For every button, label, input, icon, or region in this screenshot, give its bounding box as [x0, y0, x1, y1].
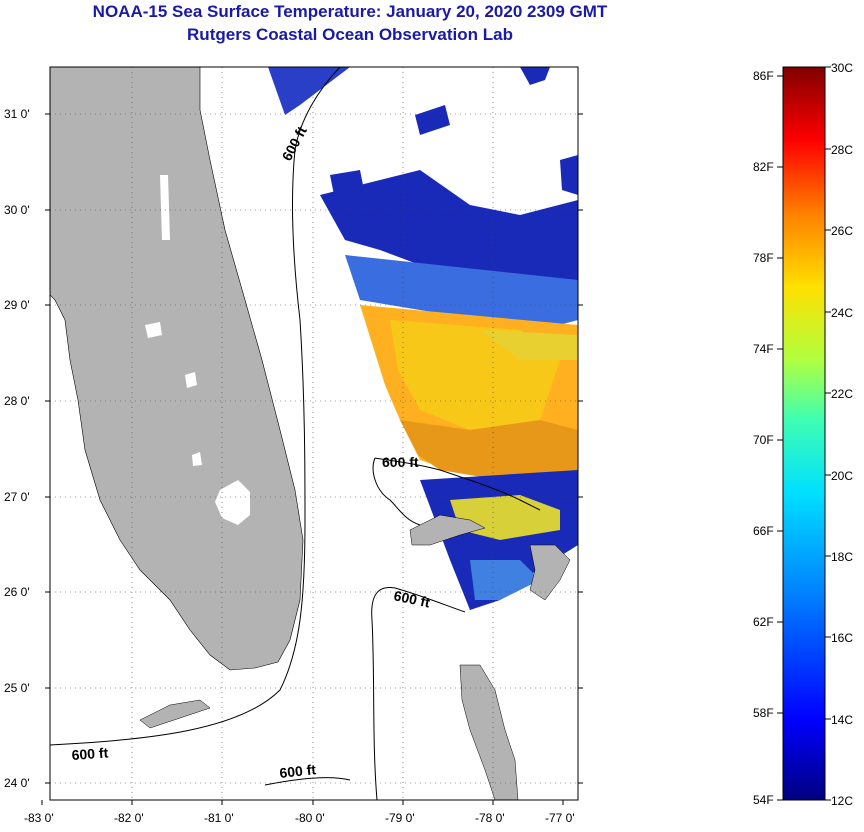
lat-tick-label: 28 0' [4, 394, 30, 408]
colorbar-f-label: 54F [753, 793, 774, 807]
lon-tick-label: -81 0' [204, 811, 234, 825]
abaco-island [529, 544, 571, 601]
map-title: NOAA-15 Sea Surface Temperature: January… [92, 2, 608, 21]
colorbar-c-label: 18C [831, 550, 853, 564]
lat-tick-label: 25 0' [4, 681, 30, 695]
colorbar-c-label: 16C [831, 631, 853, 645]
lon-tick-label: -79 0' [385, 811, 415, 825]
colorbar-c-label: 28C [831, 143, 853, 157]
lat-tick-label: 29 0' [4, 298, 30, 312]
temperature-colorbar [782, 66, 826, 801]
lat-tick-label: 26 0' [4, 585, 30, 599]
lake-okeechobee [215, 480, 250, 525]
lake [192, 452, 202, 466]
lat-tick-label: 27 0' [4, 490, 30, 504]
colorbar-f-label: 58F [753, 706, 774, 720]
lake [145, 322, 162, 338]
lat-tick-label: 30 0' [4, 203, 30, 217]
colorbar-c-label: 24C [831, 306, 853, 320]
map-subtitle: Rutgers Coastal Ocean Observation Lab [187, 25, 513, 44]
isobath-label: 600 ft [279, 761, 317, 781]
colorbar-f-label: 66F [753, 524, 774, 538]
grand-bahama-island [409, 514, 486, 546]
lon-tick-label: -77 0' [545, 811, 575, 825]
isobath-label: 600 ft [392, 587, 431, 610]
lake [185, 372, 197, 388]
graticule [50, 67, 578, 800]
lake [160, 175, 170, 240]
satellite-swath [268, 67, 578, 610]
lon-tick-label: -82 0' [114, 811, 144, 825]
colorbar-f-label: 86F [753, 69, 774, 83]
colorbar-f-label: 78F [753, 251, 774, 265]
florida-keys [139, 699, 211, 729]
lat-tick-label: 24 0' [4, 776, 30, 790]
map-frame [49, 66, 579, 801]
colorbar-f-label: 62F [753, 615, 774, 629]
lat-tick-label: 31 0' [4, 107, 30, 121]
colorbar-c-label: 30C [831, 61, 853, 75]
lon-tick-label: -83 0' [24, 811, 54, 825]
colorbar-c-label: 20C [831, 469, 853, 483]
andros-island [459, 664, 519, 800]
colorbar-c-label: 26C [831, 224, 853, 238]
isobath-label: 600 ft [71, 744, 109, 763]
colorbar-c-label: 14C [831, 713, 853, 727]
colorbar-c-label: 12C [831, 794, 853, 808]
lon-tick-label: -78 0' [475, 811, 505, 825]
isobath-label: 600 ft [382, 454, 419, 470]
colorbar-c-label: 22C [831, 387, 853, 401]
lon-tick-label: -80 0' [295, 811, 325, 825]
colorbar-f-label: 74F [753, 342, 774, 356]
colorbar-f-label: 70F [753, 433, 774, 447]
colorbar-f-label: 82F [753, 160, 774, 174]
